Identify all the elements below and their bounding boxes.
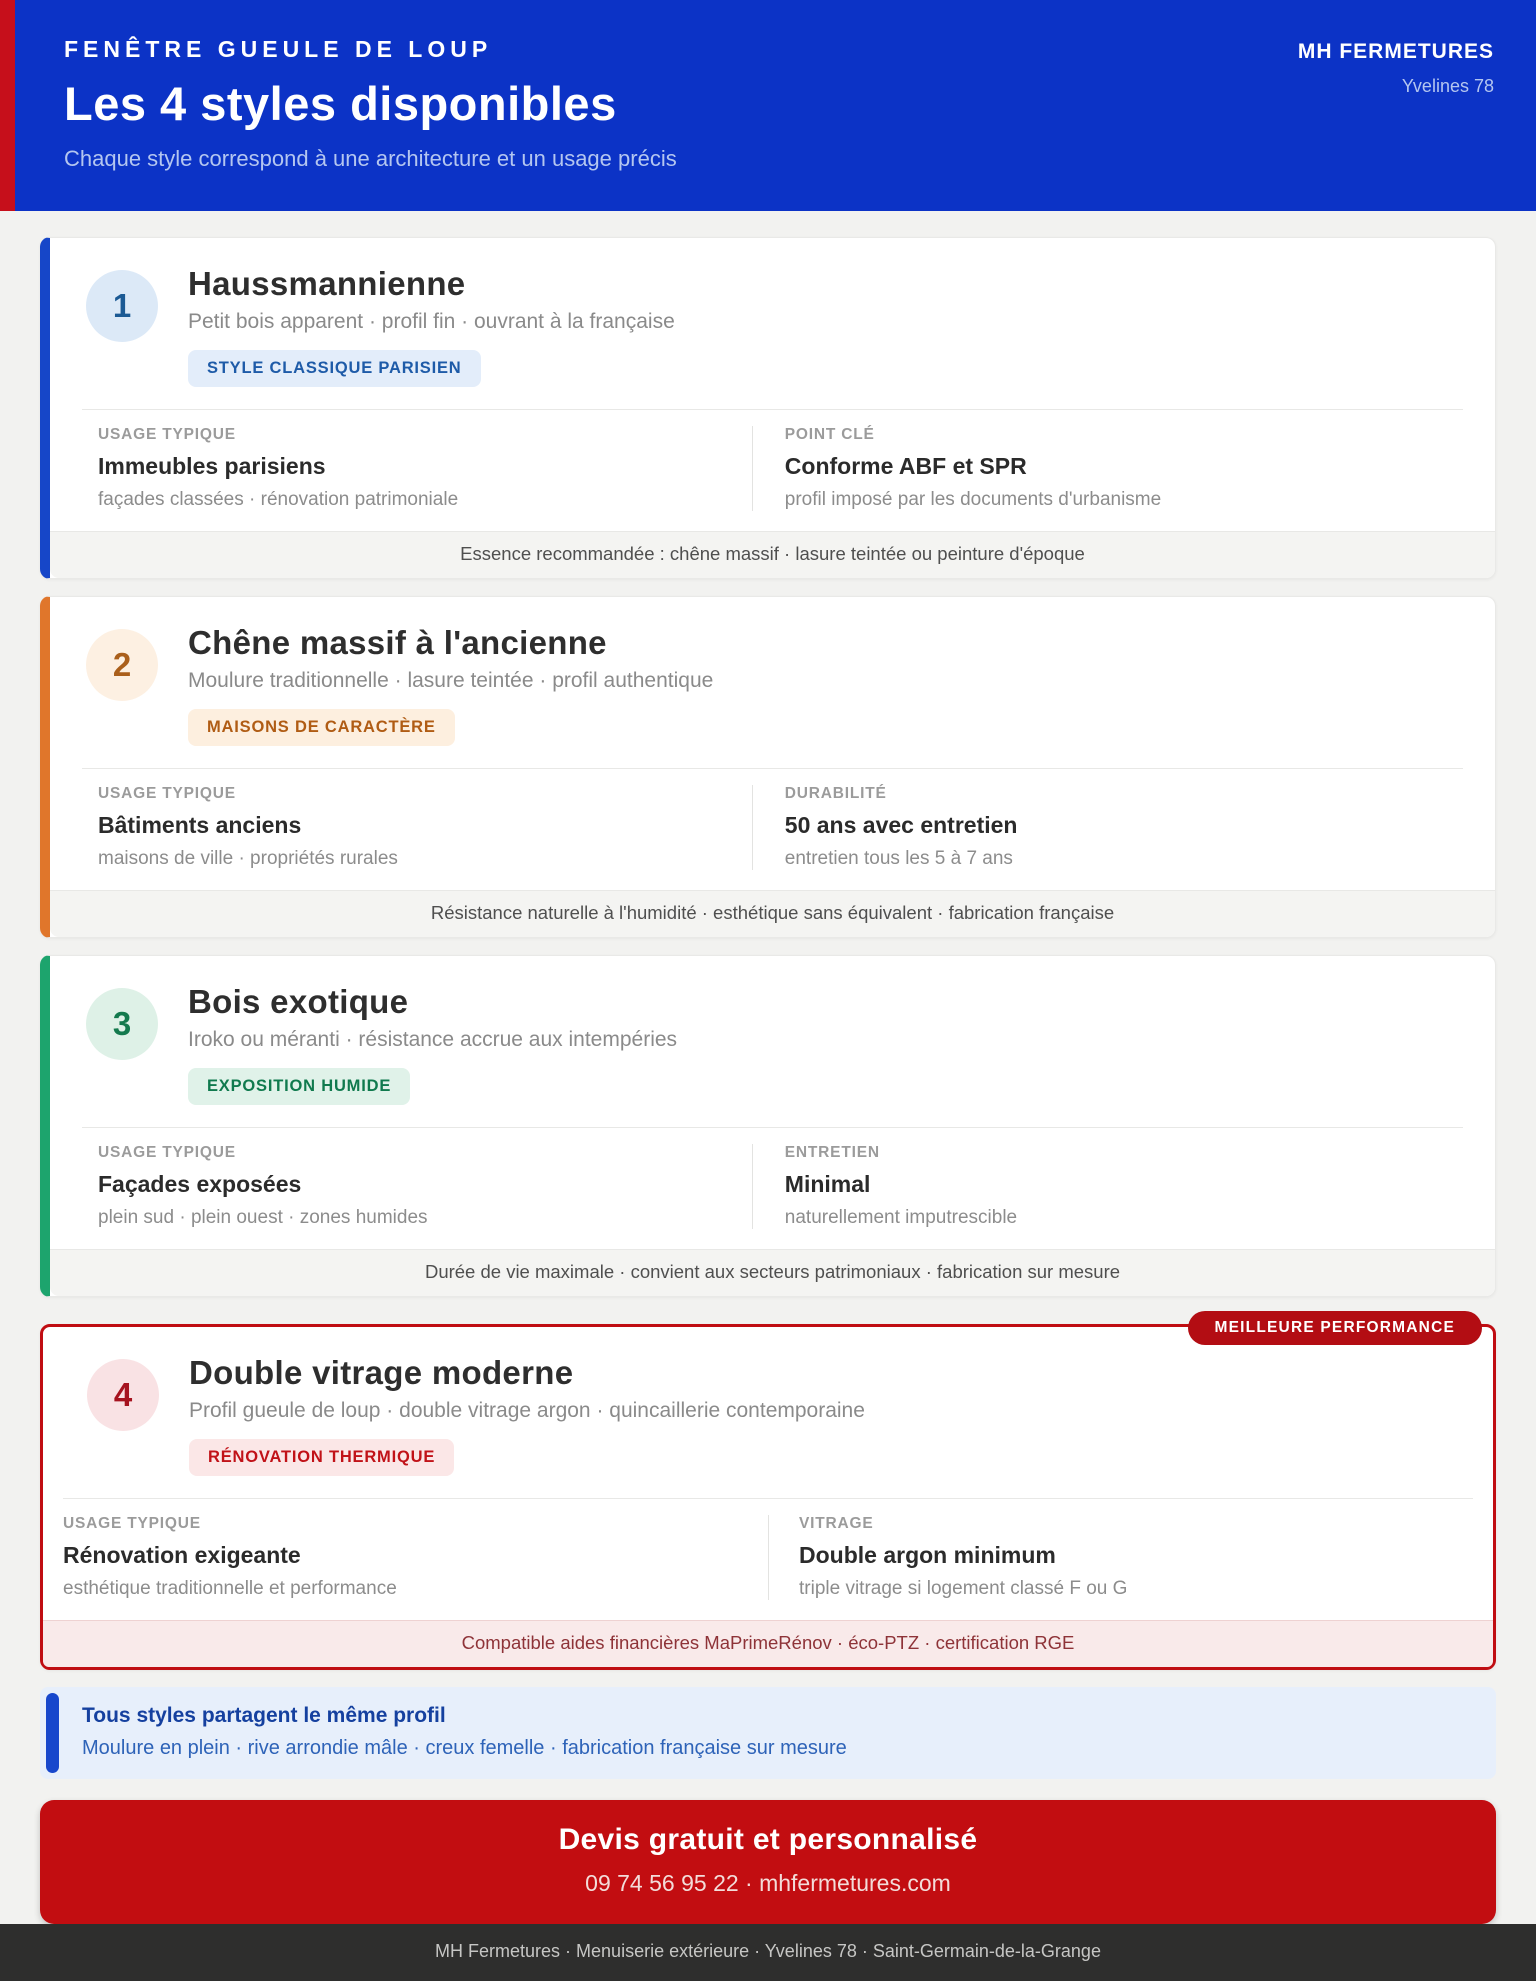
page-footer-bar: MH Fermetures · Menuiserie extérieure · … (0, 1924, 1536, 1981)
column-value: Conforme ABF et SPR (784, 453, 1027, 479)
style-tag-badge: RÉNOVATION THERMIQUE (189, 1439, 455, 1476)
page-title: Les 4 styles disponibles (64, 77, 617, 130)
card-header: 4 Double vitrage moderne Profil gueule d… (43, 1327, 1493, 1498)
card-footer-note: Résistance naturelle à l'humidité · esth… (50, 890, 1495, 937)
style-subtitle: Petit bois apparent · profil fin · ouvra… (188, 310, 675, 333)
style-tag-badge: MAISONS DE CARACTÈRE (188, 709, 455, 746)
style-tag-badge: STYLE CLASSIQUE PARISIEN (188, 350, 481, 387)
card-header: 3 Bois exotique Iroko ou méranti · résis… (50, 956, 1495, 1127)
cta-banner: Devis gratuit et personnalisé 09 74 56 9… (40, 1800, 1496, 1924)
cta-contact: 09 74 56 95 22 · mhfermetures.com (585, 1870, 951, 1896)
column-value: Bâtiments anciens (98, 812, 302, 838)
card-heading-text: Double vitrage moderne Profil gueule de … (189, 1354, 865, 1498)
column-note: triple vitrage si logement classé F ou G (799, 1578, 1128, 1599)
style-number-badge: 3 (86, 988, 158, 1060)
column-label: POINT CLÉ (784, 426, 875, 443)
column-note: esthétique traditionnelle et performance (63, 1578, 397, 1599)
card-header: 2 Chêne massif à l'ancienne Moulure trad… (50, 597, 1495, 768)
card-header: 1 Haussmannienne Petit bois apparent · p… (50, 238, 1495, 409)
card-heading-text: Bois exotique Iroko ou méranti · résista… (188, 983, 677, 1127)
style-subtitle: Profil gueule de loup · double vitrage a… (189, 1399, 865, 1422)
column-note: entretien tous les 5 à 7 ans (784, 848, 1013, 869)
column-note: profil imposé par les documents d'urbani… (784, 489, 1162, 510)
usage-column: USAGE TYPIQUE Façades exposées plein sud… (82, 1144, 752, 1229)
column-value: 50 ans avec entretien (784, 812, 1018, 838)
column-value: Minimal (784, 1171, 871, 1197)
style-subtitle: Iroko ou méranti · résistance accrue aux… (188, 1028, 678, 1051)
card-heading-text: Haussmannienne Petit bois apparent · pro… (188, 265, 675, 409)
content-container: 1 Haussmannienne Petit bois apparent · p… (40, 237, 1496, 1924)
maintenance-column: ENTRETIEN Minimal naturellement imputres… (751, 1144, 1463, 1229)
style-subtitle: Moulure traditionnelle · lasure teintée … (188, 669, 714, 692)
page-header: FENÊTRE GUEULE DE LOUP Les 4 styles disp… (0, 0, 1536, 211)
style-title: Bois exotique (188, 983, 409, 1020)
header-accent-stripe (0, 0, 15, 211)
card-columns: USAGE TYPIQUE Façades exposées plein sud… (82, 1127, 1463, 1249)
style-title: Haussmannienne (188, 265, 466, 302)
header-text-block: FENÊTRE GUEULE DE LOUP Les 4 styles disp… (64, 36, 677, 172)
column-note: maisons de ville · propriétés rurales (98, 848, 398, 869)
style-number-badge: 2 (86, 629, 158, 701)
column-label: USAGE TYPIQUE (98, 1144, 236, 1161)
column-label: VITRAGE (799, 1515, 874, 1532)
keypoint-column: POINT CLÉ Conforme ABF et SPR profil imp… (751, 426, 1463, 511)
performance-badge: MEILLEURE PERFORMANCE (1187, 1311, 1482, 1345)
card-chene-massif: 2 Chêne massif à l'ancienne Moulure trad… (40, 596, 1496, 938)
column-note: plein sud · plein ouest · zones humides (98, 1207, 428, 1228)
cta-title: Devis gratuit et personnalisé (558, 1823, 978, 1856)
card-columns: USAGE TYPIQUE Immeubles parisiens façade… (82, 409, 1463, 531)
card-footer-note: Durée de vie maximale · convient aux sec… (50, 1249, 1495, 1296)
usage-column: USAGE TYPIQUE Bâtiments anciens maisons … (82, 785, 752, 870)
brand-location: Yvelines 78 (1401, 76, 1494, 96)
shared-profile-text: Moulure en plein · rive arrondie mâle · … (82, 1737, 847, 1759)
usage-column: USAGE TYPIQUE Rénovation exigeante esthé… (63, 1515, 768, 1600)
column-value: Façades exposées (98, 1171, 302, 1197)
card-haussmannienne: 1 Haussmannienne Petit bois apparent · p… (40, 237, 1496, 579)
column-label: USAGE TYPIQUE (98, 426, 236, 443)
style-tag-badge: EXPOSITION HUMIDE (188, 1068, 411, 1105)
column-label: DURABILITÉ (784, 785, 887, 802)
page-subtitle: Chaque style correspond à une architectu… (64, 146, 677, 171)
style-title: Double vitrage moderne (189, 1354, 574, 1391)
card-footer-note: Compatible aides financières MaPrimeRéno… (43, 1620, 1493, 1667)
column-label: ENTRETIEN (784, 1144, 880, 1161)
card-double-vitrage: MEILLEURE PERFORMANCE 4 Double vitrage m… (40, 1311, 1496, 1670)
style-number-badge: 4 (87, 1359, 159, 1431)
brand-name: MH FERMETURES (1297, 40, 1494, 63)
column-label: USAGE TYPIQUE (98, 785, 236, 802)
glazing-column: VITRAGE Double argon minimum triple vitr… (768, 1515, 1473, 1600)
column-note: façades classées · rénovation patrimonia… (98, 489, 459, 510)
card-heading-text: Chêne massif à l'ancienne Moulure tradit… (188, 624, 713, 768)
shared-profile-title: Tous styles partagent le même profil (82, 1704, 446, 1727)
durability-column: DURABILITÉ 50 ans avec entretien entreti… (751, 785, 1463, 870)
column-value: Immeubles parisiens (98, 453, 326, 479)
card-footer-note: Essence recommandée : chêne massif · las… (50, 531, 1495, 578)
brand-block: MH FERMETURES Yvelines 78 (1298, 36, 1494, 97)
style-number-badge: 1 (86, 270, 158, 342)
shared-profile-box: Tous styles partagent le même profil Mou… (40, 1687, 1496, 1779)
column-note: naturellement imputrescible (784, 1207, 1018, 1228)
card-columns: USAGE TYPIQUE Rénovation exigeante esthé… (63, 1498, 1473, 1620)
card-bois-exotique: 3 Bois exotique Iroko ou méranti · résis… (40, 955, 1496, 1297)
column-value: Double argon minimum (799, 1542, 1056, 1568)
header-kicker: FENÊTRE GUEULE DE LOUP (64, 36, 493, 62)
column-value: Rénovation exigeante (63, 1542, 301, 1568)
card-columns: USAGE TYPIQUE Bâtiments anciens maisons … (82, 768, 1463, 890)
shared-profile-accent-bar (46, 1693, 59, 1773)
usage-column: USAGE TYPIQUE Immeubles parisiens façade… (82, 426, 752, 511)
style-title: Chêne massif à l'ancienne (188, 624, 607, 661)
column-label: USAGE TYPIQUE (63, 1515, 201, 1532)
